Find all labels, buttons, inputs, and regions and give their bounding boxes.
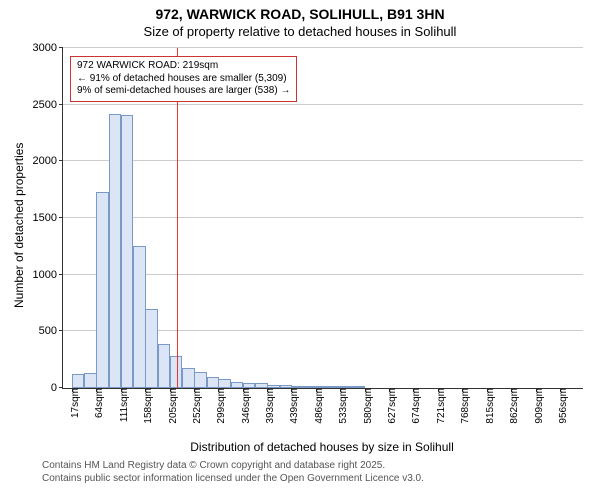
footer-attribution: Contains HM Land Registry data © Crown c… <box>42 460 424 485</box>
x-tick-label: 909sqm <box>527 388 545 424</box>
y-tick-label: 2500 <box>33 99 63 111</box>
histogram-bar <box>109 114 121 388</box>
annotation-line: ← 91% of detached houses are smaller (5,… <box>77 73 290 86</box>
x-tick-label: 205sqm <box>161 388 179 424</box>
histogram-bar <box>243 383 255 388</box>
footer-line: Contains HM Land Registry data © Crown c… <box>42 460 424 473</box>
histogram-bar <box>121 115 133 388</box>
annotation-line: 972 WARWICK ROAD: 219sqm <box>77 60 290 73</box>
histogram-bar <box>158 344 170 388</box>
histogram-bar <box>96 192 108 388</box>
y-tick-label: 1000 <box>33 269 63 281</box>
histogram-bar <box>84 373 96 388</box>
histogram-bar <box>291 386 303 388</box>
x-tick-label: 299sqm <box>209 388 227 424</box>
chart-subtitle: Size of property relative to detached ho… <box>0 24 600 39</box>
histogram-bar <box>328 386 340 388</box>
histogram-bar <box>353 386 365 388</box>
x-tick-label: 815sqm <box>478 388 496 424</box>
y-gridline <box>63 104 583 105</box>
x-tick-label: 111sqm <box>112 388 130 422</box>
x-tick-label: 252sqm <box>185 388 203 424</box>
x-tick-label: 346sqm <box>234 388 252 424</box>
histogram-bar <box>218 379 230 388</box>
x-tick-label: 17sqm <box>63 388 81 418</box>
histogram-bar <box>231 382 243 388</box>
y-tick-label: 3000 <box>33 42 63 54</box>
histogram-bar <box>304 386 316 388</box>
y-tick-label: 0 <box>51 382 63 394</box>
annotation-box: 972 WARWICK ROAD: 219sqm← 91% of detache… <box>70 56 297 102</box>
y-gridline <box>63 160 583 161</box>
x-tick-label: 439sqm <box>282 388 300 424</box>
histogram-bar <box>340 386 352 388</box>
x-tick-label: 768sqm <box>453 388 471 424</box>
histogram-bar <box>267 385 279 388</box>
histogram-bar <box>72 374 84 388</box>
footer-line: Contains public sector information licen… <box>42 473 424 486</box>
y-tick-label: 2000 <box>33 155 63 167</box>
chart-title: 972, WARWICK ROAD, SOLIHULL, B91 3HN <box>0 6 600 22</box>
x-tick-label: 580sqm <box>356 388 374 424</box>
annotation-line: 9% of semi-detached houses are larger (5… <box>77 85 290 98</box>
x-tick-label: 956sqm <box>551 388 569 424</box>
y-tick-label: 500 <box>39 325 63 337</box>
x-tick-label: 862sqm <box>502 388 520 424</box>
histogram-bar <box>207 377 219 388</box>
x-tick-label: 64sqm <box>87 388 105 418</box>
x-tick-label: 721sqm <box>429 388 447 424</box>
x-tick-label: 627sqm <box>380 388 398 424</box>
histogram-bar <box>255 383 267 388</box>
x-tick-label: 486sqm <box>307 388 325 424</box>
histogram-bar <box>145 309 157 388</box>
y-tick-label: 1500 <box>33 212 63 224</box>
y-gridline <box>63 217 583 218</box>
histogram-bar <box>182 368 194 388</box>
histogram-bar <box>316 386 328 388</box>
x-tick-label: 158sqm <box>136 388 154 424</box>
x-axis-label: Distribution of detached houses by size … <box>62 440 582 454</box>
histogram-bar <box>170 356 182 388</box>
histogram-bar <box>194 372 206 388</box>
x-tick-label: 393sqm <box>258 388 276 424</box>
y-gridline <box>63 47 583 48</box>
y-axis-label: Number of detached properties <box>12 143 26 308</box>
x-tick-label: 674sqm <box>404 388 422 424</box>
histogram-bar <box>133 246 145 388</box>
x-tick-label: 533sqm <box>331 388 349 424</box>
